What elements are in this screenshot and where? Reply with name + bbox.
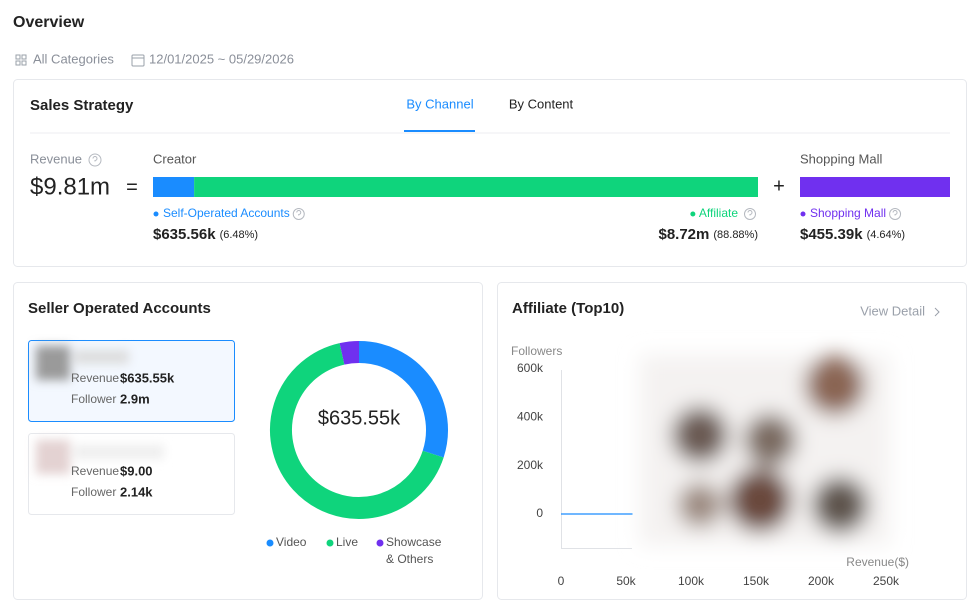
chevron-icon xyxy=(934,307,940,317)
category-filter[interactable]: All Categories xyxy=(33,51,114,66)
y-tick-label: 200k xyxy=(517,458,544,472)
help-icon xyxy=(889,208,902,220)
calendar-icon xyxy=(131,54,145,67)
revenue-label: Revenue xyxy=(30,151,82,166)
help-icon xyxy=(747,210,753,216)
creator-bar-segment xyxy=(153,177,195,197)
legend-item: Live xyxy=(336,535,359,549)
segment-name: Self-Operated Accounts xyxy=(163,206,290,220)
help-icon xyxy=(744,208,756,220)
card-title: Seller Operated Accounts xyxy=(28,300,211,317)
x-tick-label: 0 xyxy=(558,574,565,588)
x-axis-label: Revenue($) xyxy=(846,555,909,569)
help-icon xyxy=(88,153,102,167)
revenue-value: $635.55k xyxy=(120,370,175,385)
segment-dot xyxy=(153,211,159,217)
sales-card xyxy=(13,79,967,267)
segment-share: (88.88%) xyxy=(713,229,758,241)
legend-dot xyxy=(266,539,274,547)
legend-item: Video xyxy=(276,535,307,549)
revenue-value: $9.00 xyxy=(120,463,153,478)
tab[interactable]: By Channel xyxy=(406,96,473,111)
shopping-mall-label: Shopping Mall xyxy=(800,151,882,166)
revenue-label: Revenue xyxy=(71,371,119,385)
x-tick-label: 50k xyxy=(616,574,636,588)
creator-bar-segment xyxy=(194,177,758,197)
x-tick-label: 250k xyxy=(873,574,900,588)
x-tick-label: 150k xyxy=(743,574,770,588)
card-title: Affiliate (Top10) xyxy=(512,300,624,317)
donut-segment xyxy=(358,341,448,458)
y-tick-label: 0 xyxy=(536,506,543,520)
blurred-account-info xyxy=(36,346,164,474)
help-icon xyxy=(892,210,898,216)
legend-label: Video xyxy=(276,535,307,549)
date-range[interactable]: 12/01/2025 ~ 05/29/2026 xyxy=(149,51,294,66)
follower-value: 2.9m xyxy=(120,391,150,406)
follower-value: 2.14k xyxy=(120,484,153,499)
shopping-mall-bar xyxy=(800,177,950,197)
legend-dot xyxy=(326,539,334,547)
creator-label: Creator xyxy=(153,151,197,166)
card-title: Sales Strategy xyxy=(30,97,134,114)
segment-share: (6.48%) xyxy=(220,229,259,241)
plus-sign: + xyxy=(773,175,785,197)
donut-segment xyxy=(339,341,360,365)
help-icon xyxy=(292,208,305,220)
x-tick-label: 100k xyxy=(678,574,705,588)
segment-dot xyxy=(800,211,806,217)
y-tick-label: 600k xyxy=(517,361,544,375)
segment-value: $8.72m xyxy=(658,226,709,243)
y-tick-label: 400k xyxy=(517,410,544,424)
segment-share: (4.64%) xyxy=(867,229,906,241)
category-icon xyxy=(15,54,27,66)
segment-name: Affiliate xyxy=(699,206,738,220)
follower-label: Follower xyxy=(71,392,116,406)
follower-label: Follower xyxy=(71,485,116,499)
legend-dot xyxy=(376,539,384,547)
segment-dot xyxy=(690,211,696,217)
tab[interactable]: By Content xyxy=(509,96,574,111)
donut-center-label: $635.55k xyxy=(318,407,401,429)
segment-value: $635.56k xyxy=(153,226,216,243)
donut-segment xyxy=(270,343,444,519)
view-detail-link[interactable]: View Detail xyxy=(860,303,925,318)
legend-item: Showcase & Others xyxy=(386,535,442,566)
revenue-label: Revenue xyxy=(71,464,119,478)
revenue-total: $9.81m xyxy=(30,173,110,200)
page-title: Overview xyxy=(13,14,85,31)
legend-label: Showcase & Others xyxy=(386,535,442,566)
y-axis-label: Followers xyxy=(511,344,562,358)
tab-underline xyxy=(404,130,475,132)
segment-name: Shopping Mall xyxy=(810,206,886,220)
help-icon xyxy=(296,210,302,216)
equals-sign: = xyxy=(126,176,138,198)
legend-label: Live xyxy=(336,535,359,549)
segment-value: $455.39k xyxy=(800,226,863,243)
x-tick-label: 200k xyxy=(808,574,835,588)
blurred-points xyxy=(640,355,890,545)
